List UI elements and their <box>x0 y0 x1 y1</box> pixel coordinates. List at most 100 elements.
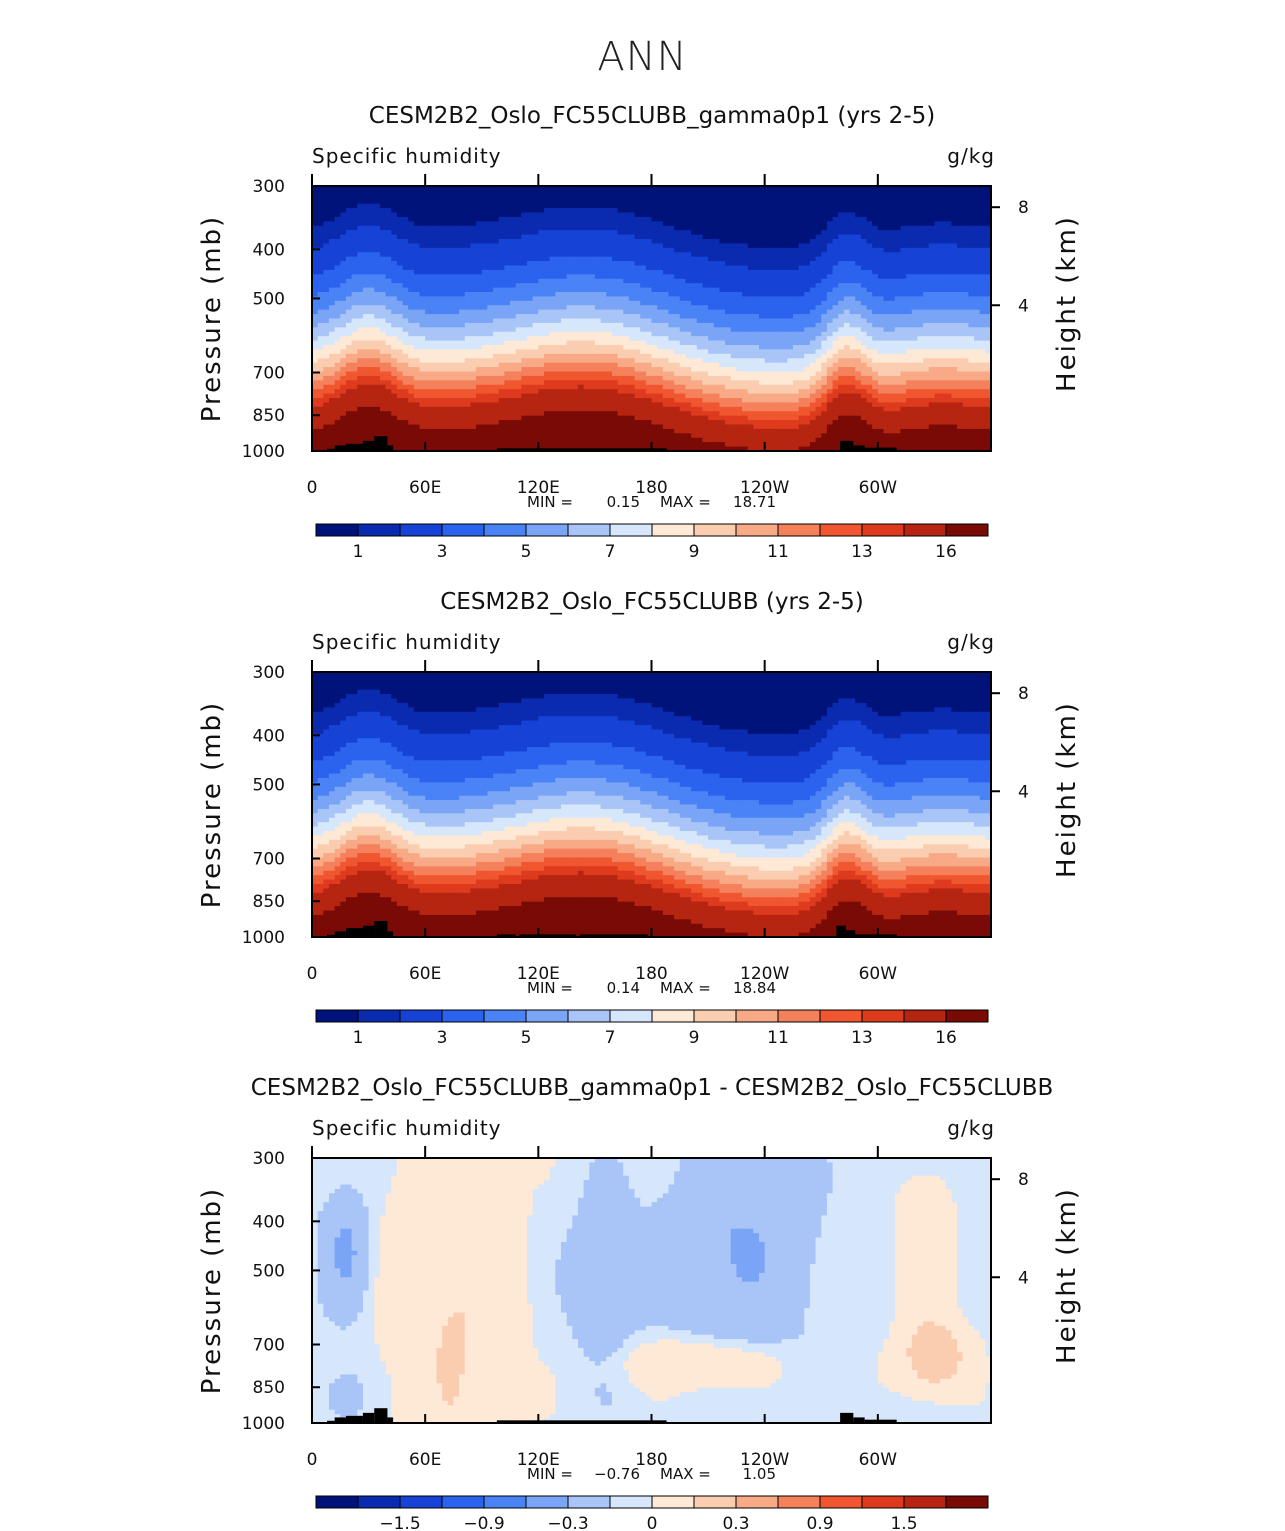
field-cell <box>911 252 919 258</box>
panel-title: CESM2B2_Oslo_FC55CLUBB_gamma0p1 (yrs 2-5… <box>369 103 935 129</box>
field-cell <box>713 300 720 306</box>
field-cell <box>340 367 347 373</box>
field-cell <box>685 358 692 364</box>
field-cell <box>487 296 494 302</box>
field-cell <box>323 367 330 373</box>
field-cell <box>911 265 919 271</box>
field-cell <box>583 225 590 231</box>
field-cell <box>781 243 788 249</box>
field-cell <box>883 247 890 253</box>
field-cell <box>775 318 783 324</box>
field-cell <box>527 252 534 258</box>
field-cell <box>430 212 438 218</box>
field-cell <box>730 296 737 302</box>
field-cell <box>351 367 358 373</box>
field-cell <box>419 203 426 209</box>
field-cell <box>679 367 687 373</box>
field-cell <box>889 278 896 284</box>
field-cell <box>742 296 749 302</box>
field-cell <box>498 318 505 324</box>
field-cell <box>889 225 896 231</box>
field-cell <box>832 300 839 306</box>
field-cell <box>362 274 370 280</box>
field-cell <box>645 318 653 324</box>
field-cell <box>696 358 704 364</box>
field-cell <box>759 278 766 284</box>
field-cell <box>447 274 455 280</box>
field-cell <box>957 186 964 192</box>
field-cell <box>470 216 477 222</box>
field-cell <box>408 300 415 306</box>
field-cell <box>798 345 805 351</box>
field-cell <box>866 212 873 218</box>
field-cell <box>940 256 947 262</box>
field-cell <box>730 278 737 284</box>
field-cell <box>940 239 947 245</box>
field-cell <box>725 349 732 355</box>
field-cell <box>753 349 760 355</box>
field-cell <box>759 305 766 311</box>
field-cell <box>691 256 698 262</box>
field-cell <box>730 358 737 364</box>
field-cell <box>560 358 568 364</box>
field-cell <box>328 322 336 328</box>
field-cell <box>730 208 737 214</box>
field-cell <box>702 186 709 192</box>
field-cell <box>476 203 483 209</box>
field-cell <box>736 186 743 192</box>
field-cell <box>442 194 449 200</box>
field-cell <box>481 292 489 298</box>
field-cell <box>855 327 862 333</box>
field-cell <box>696 345 704 351</box>
field-cell <box>826 203 834 209</box>
field-cell <box>527 225 534 231</box>
field-cell <box>826 221 834 227</box>
field-cell <box>396 269 404 275</box>
field-cell <box>640 314 647 320</box>
field-cell <box>538 216 545 222</box>
field-cell <box>945 216 952 222</box>
field-cell <box>804 278 811 284</box>
field-cell <box>510 221 517 227</box>
field-cell <box>792 305 800 311</box>
field-cell <box>889 349 896 355</box>
field-cell <box>453 327 460 333</box>
field-cell <box>889 199 896 205</box>
field-cell <box>340 199 347 205</box>
field-cell <box>589 331 596 337</box>
field-cell <box>923 336 930 342</box>
field-cell <box>640 309 647 315</box>
field-cell <box>606 318 613 324</box>
field-cell <box>962 212 969 218</box>
field-cell <box>368 190 375 196</box>
field-cell <box>855 261 862 267</box>
field-cell <box>606 230 613 236</box>
field-cell <box>317 362 324 368</box>
field-cell <box>900 261 907 267</box>
field-cell <box>855 230 862 236</box>
field-cell <box>583 252 590 258</box>
field-cell <box>917 336 924 342</box>
field-cell <box>872 336 879 342</box>
field-cell <box>362 336 370 342</box>
field-cell <box>328 256 336 262</box>
field-cell <box>442 239 449 245</box>
field-cell <box>577 269 585 275</box>
field-cell <box>974 199 981 205</box>
field-cell <box>809 203 817 209</box>
field-cell <box>668 256 675 262</box>
field-cell <box>759 314 766 320</box>
field-cell <box>617 225 624 231</box>
field-cell <box>487 234 494 240</box>
field-cell <box>657 203 664 209</box>
field-cell <box>555 216 562 222</box>
field-cell <box>606 252 613 258</box>
field-cell <box>391 234 398 240</box>
field-cell <box>538 194 545 200</box>
field-cell <box>611 256 619 262</box>
field-cell <box>481 230 489 236</box>
field-cell <box>419 234 426 240</box>
field-cell <box>662 287 670 293</box>
field-cell <box>323 221 330 227</box>
field-cell <box>328 336 336 342</box>
